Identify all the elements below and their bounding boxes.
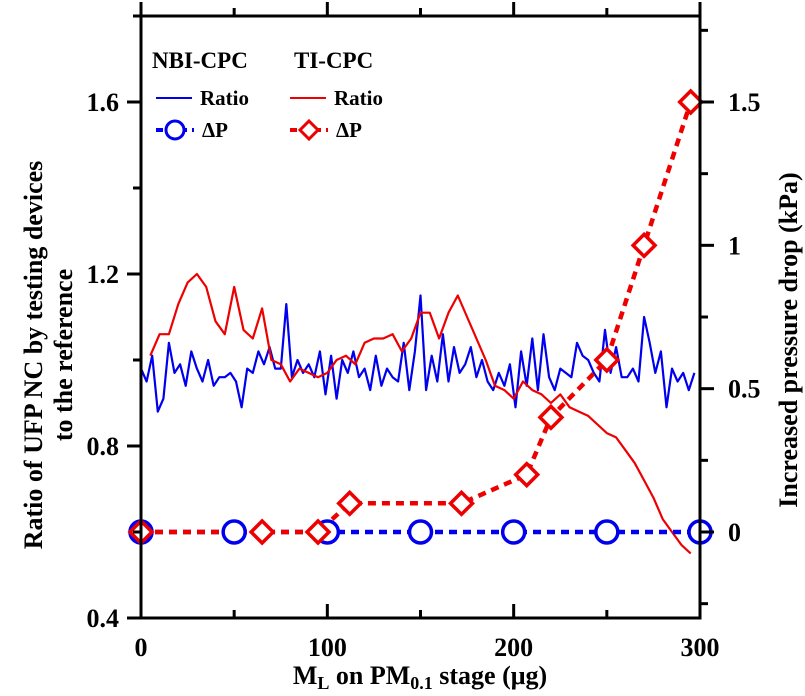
ti-dp-point: [448, 489, 475, 517]
y-left-axis-title-line1: Ratio of UFP NC by testing devices: [19, 161, 48, 550]
legend-nbi-ratio-label: Ratio: [200, 86, 249, 110]
tick-labels: 0 100 200 300 0.4 0.8 1.2 1.6 0 0.5 1 1.5: [87, 88, 761, 662]
plot-lines: [139, 101, 700, 555]
nbi-dp-point: [221, 519, 247, 545]
ti-dp-point: [630, 231, 658, 259]
legend: NBI-CPC TI-CPC Ratio Ratio ΔP ΔP: [152, 48, 383, 142]
nbi-dp-point: [407, 519, 434, 545]
nbi-dp-point: [594, 519, 620, 545]
y-right-tick-label: 0.5: [728, 375, 761, 404]
axis-ticks: [127, 2, 714, 620]
legend-nbi-dp-marker: [164, 119, 186, 141]
y-right-tick-label: 1.5: [728, 88, 761, 117]
y-left-tick-label: 1.6: [87, 88, 120, 117]
legend-ti-ratio-label: Ratio: [334, 86, 383, 110]
x-tick-label: 300: [681, 633, 720, 662]
ti-dp-point: [248, 518, 276, 546]
legend-ti-dp-label: ΔP: [336, 118, 362, 142]
series-line-3: [141, 101, 693, 535]
ti-dp-point: [537, 403, 565, 431]
y-left-tick-label: 1.2: [87, 260, 120, 289]
ti-dp-point: [677, 88, 705, 116]
ti-dp-point: [593, 346, 621, 374]
markers: [127, 88, 713, 546]
y-right-tick-label: 1: [728, 231, 741, 260]
y-left-axis-title-line2: to the reference: [49, 269, 78, 441]
ti-dp-point: [336, 489, 364, 517]
series-line-1: [149, 272, 692, 555]
legend-group-nbi: NBI-CPC: [152, 48, 248, 73]
legend-ti-dp-marker: [297, 118, 321, 142]
x-tick-label: 100: [308, 633, 347, 662]
x-axis-title: ML on PM0.1 stage (μg): [293, 661, 547, 691]
nbi-dp-point: [500, 519, 527, 545]
y-right-axis-title: Increased pressure drop (kPa): [774, 172, 803, 507]
x-tick-label: 200: [494, 633, 533, 662]
ti-dp-point: [513, 461, 541, 489]
legend-nbi-dp-label: ΔP: [202, 118, 228, 142]
y-left-tick-label: 0.8: [87, 432, 120, 461]
x-tick-label: 0: [135, 633, 148, 662]
legend-group-ti: TI-CPC: [294, 48, 373, 73]
ti-dp-point: [304, 518, 332, 546]
y-left-tick-label: 0.4: [87, 604, 120, 633]
y-right-tick-label: 0: [728, 518, 741, 547]
